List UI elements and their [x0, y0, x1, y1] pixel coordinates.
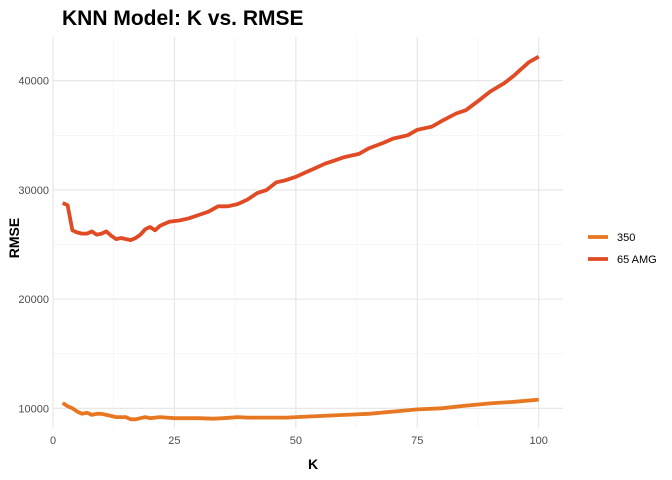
x-tick-label: 75 — [411, 435, 423, 447]
x-axis-title: K — [308, 456, 318, 472]
series-line-350 — [61, 397, 539, 422]
y-tick-label: 30000 — [18, 185, 49, 197]
y-tick-label: 40000 — [18, 76, 49, 88]
y-axis-title: RMSE — [6, 218, 22, 258]
legend: 350 65 AMG — [588, 232, 657, 266]
series-line-65-amg — [61, 55, 540, 243]
x-tick-label: 0 — [50, 435, 56, 447]
y-tick-label: 20000 — [18, 294, 49, 306]
x-tick-label: 25 — [168, 435, 180, 447]
grid — [52, 37, 563, 428]
x-tick-label: 50 — [290, 435, 302, 447]
x-tick-label: 100 — [530, 435, 548, 447]
legend-label: 350 — [617, 232, 635, 244]
legend-label: 65 AMG — [617, 254, 657, 266]
y-axis-ticks: 10000 20000 30000 40000 — [18, 76, 49, 416]
series-lines — [61, 55, 540, 422]
y-tick-label: 10000 — [18, 403, 49, 415]
x-axis-ticks: 0 25 50 75 100 — [50, 435, 548, 447]
chart-title: KNN Model: K vs. RMSE — [62, 7, 304, 30]
